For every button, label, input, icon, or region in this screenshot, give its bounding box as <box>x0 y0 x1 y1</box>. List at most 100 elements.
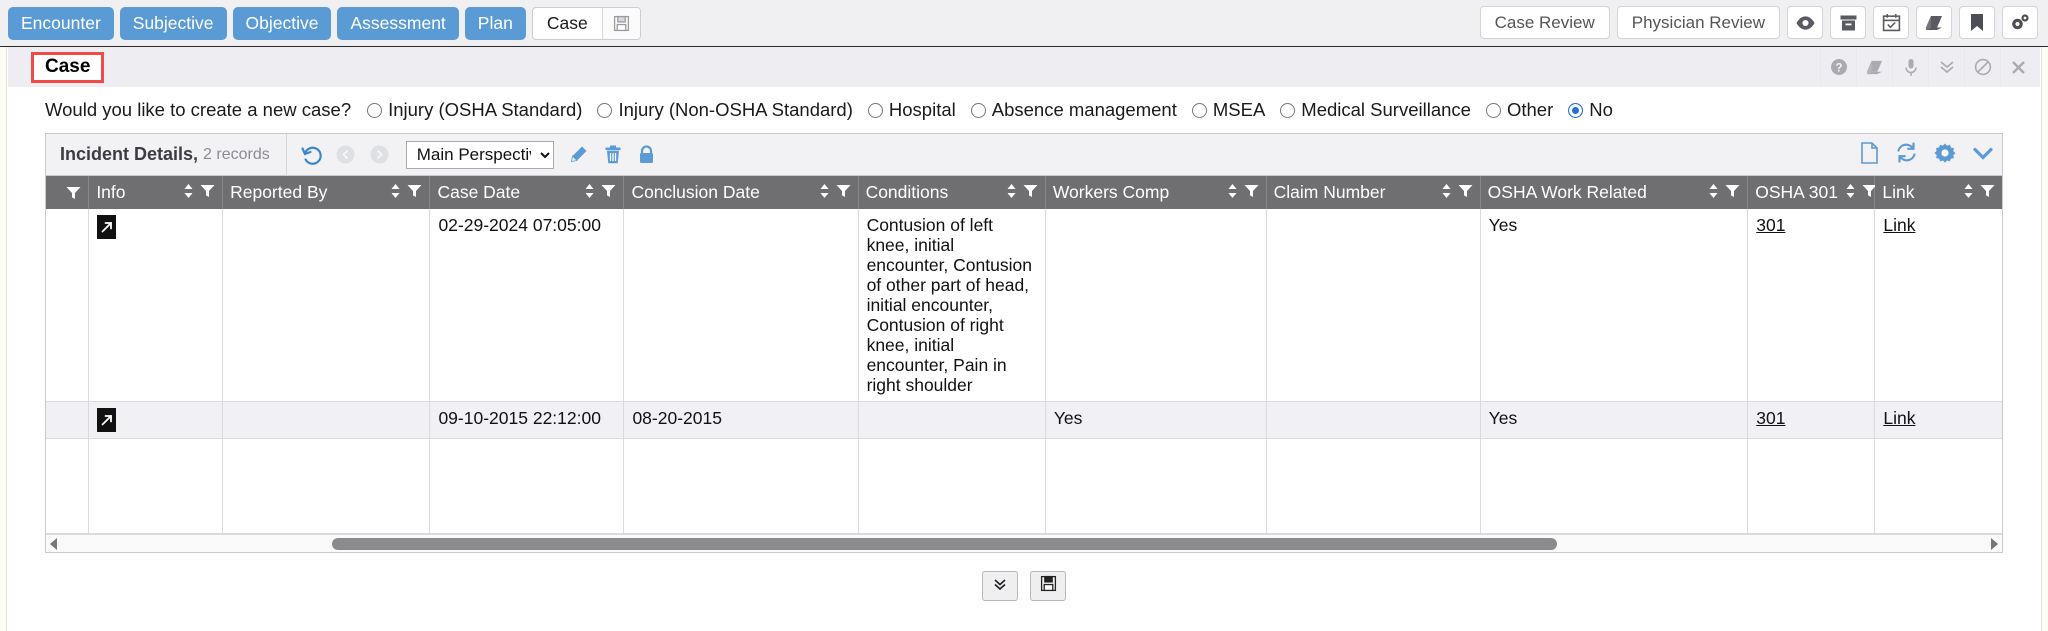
cell-osha-301[interactable]: 301 <box>1747 209 1876 402</box>
calendar-check-icon[interactable] <box>1873 6 1909 39</box>
filter-icon[interactable] <box>66 186 81 200</box>
sort-icon[interactable] <box>1442 182 1451 203</box>
microphone-icon[interactable] <box>1892 47 1928 87</box>
row-select-cell[interactable] <box>46 209 90 402</box>
book-icon[interactable] <box>1856 47 1892 87</box>
radio-button-absence-management[interactable] <box>970 102 986 118</box>
save-button[interactable] <box>1030 571 1066 601</box>
column-header-workers-comp[interactable]: Workers Comp <box>1045 176 1267 209</box>
book-icon[interactable] <box>1916 6 1952 39</box>
perspective-select[interactable]: Main Perspective <box>405 140 554 169</box>
case-link[interactable]: Link <box>1883 408 1916 428</box>
tab-objective[interactable]: Objective <box>232 6 332 40</box>
radio-no[interactable]: No <box>1568 99 1613 121</box>
radio-button-injury-osha-standard[interactable] <box>367 102 383 118</box>
radio-button-msea[interactable] <box>1191 102 1207 118</box>
column-header-link[interactable]: Link <box>1874 176 2002 209</box>
refresh-icon[interactable] <box>1895 142 1918 168</box>
radio-button-other[interactable] <box>1485 102 1501 118</box>
scrollbar-track[interactable] <box>62 535 1986 553</box>
cell-workers-comp[interactable]: Yes <box>1045 401 1267 439</box>
bookmark-icon[interactable] <box>1959 6 1995 39</box>
cell-workers-comp[interactable] <box>1045 209 1267 402</box>
radio-other[interactable]: Other <box>1485 99 1553 121</box>
cell-claim-number[interactable] <box>1266 401 1481 439</box>
radio-hospital[interactable]: Hospital <box>867 99 956 121</box>
filter-icon[interactable] <box>1023 182 1038 203</box>
cell-conclusion-date[interactable] <box>623 209 859 402</box>
cell-link[interactable]: Link <box>1874 209 2002 402</box>
column-header-case-date[interactable]: Case Date <box>429 176 625 209</box>
sort-icon[interactable] <box>1007 182 1016 203</box>
sort-icon[interactable] <box>1709 182 1718 203</box>
sort-icon[interactable] <box>184 182 193 203</box>
cell-reported-by[interactable] <box>222 401 431 439</box>
physician-review-button[interactable]: Physician Review <box>1616 6 1780 39</box>
sort-icon[interactable] <box>1964 182 1973 203</box>
filter-icon[interactable] <box>1980 182 1995 203</box>
cell-osha-301[interactable]: 301 <box>1747 401 1876 439</box>
tab-encounter[interactable]: Encounter <box>8 6 114 40</box>
delete-trash-icon[interactable] <box>596 134 630 176</box>
column-header-reported-by[interactable]: Reported By <box>222 176 431 209</box>
expand-icon[interactable] <box>97 408 117 432</box>
cell-conditions[interactable] <box>858 401 1046 439</box>
filter-icon[interactable] <box>1244 182 1259 203</box>
sort-icon[interactable] <box>820 182 829 203</box>
collapse-all-button[interactable] <box>982 571 1018 601</box>
column-header-info[interactable]: Info <box>88 176 224 209</box>
sort-icon[interactable] <box>1846 182 1855 203</box>
case-link[interactable]: Link <box>1883 215 1916 235</box>
chevron-down-icon[interactable] <box>1972 145 1994 166</box>
table-row[interactable]: 02-29-2024 07:05:00 Contusion of left kn… <box>46 209 2002 402</box>
column-header-conditions[interactable]: Conditions <box>858 176 1046 209</box>
horizontal-scrollbar[interactable] <box>46 534 2002 552</box>
scroll-right-arrow[interactable] <box>1986 537 2002 550</box>
filter-icon[interactable] <box>1862 182 1877 203</box>
scrollbar-thumb[interactable] <box>332 537 1557 550</box>
column-header-filter-all[interactable] <box>46 176 90 209</box>
column-header-claim-number[interactable]: Claim Number <box>1266 176 1481 209</box>
new-document-icon[interactable] <box>1860 141 1879 169</box>
filter-icon[interactable] <box>1458 182 1473 203</box>
tab-case[interactable]: Case <box>531 6 641 40</box>
filter-icon[interactable] <box>601 182 616 203</box>
expand-icon[interactable] <box>97 215 117 239</box>
close-icon[interactable] <box>2000 47 2036 87</box>
floppy-disk-icon[interactable] <box>601 7 640 39</box>
sort-icon[interactable] <box>1228 182 1237 203</box>
cell-case-date[interactable]: 09-10-2015 22:12:00 <box>429 401 625 439</box>
tab-assessment[interactable]: Assessment <box>337 6 459 40</box>
chevron-double-down-icon[interactable] <box>1928 47 1964 87</box>
filter-icon[interactable] <box>836 182 851 203</box>
sort-icon[interactable] <box>585 182 594 203</box>
radio-injury-non-osha-standard[interactable]: Injury (Non-OSHA Standard) <box>597 99 853 121</box>
filter-icon[interactable] <box>200 182 215 203</box>
radio-button-injury-non-osha-standard[interactable] <box>597 102 613 118</box>
gears-icon[interactable] <box>2002 6 2038 39</box>
radio-medical-surveillance[interactable]: Medical Surveillance <box>1280 99 1471 121</box>
settings-gear-icon[interactable] <box>1934 142 1956 169</box>
cell-info[interactable] <box>88 401 224 439</box>
tab-plan[interactable]: Plan <box>464 6 526 40</box>
radio-button-medical-surveillance[interactable] <box>1280 102 1296 118</box>
cell-conclusion-date[interactable]: 08-20-2015 <box>623 401 859 439</box>
cell-reported-by[interactable] <box>222 209 431 402</box>
sort-icon[interactable] <box>391 182 400 203</box>
radio-absence-management[interactable]: Absence management <box>970 99 1177 121</box>
help-icon[interactable]: ? <box>1820 47 1856 87</box>
tab-subjective[interactable]: Subjective <box>119 6 227 40</box>
table-row[interactable]: 09-10-2015 22:12:00 08-20-2015 Yes Yes 3… <box>46 401 2002 439</box>
radio-injury-osha-standard[interactable]: Injury (OSHA Standard) <box>367 99 582 121</box>
undo-icon[interactable] <box>295 134 329 176</box>
filter-icon[interactable] <box>1725 182 1740 203</box>
block-icon[interactable] <box>1964 47 2000 87</box>
row-select-cell[interactable] <box>46 401 90 439</box>
column-header-osha-work-related[interactable]: OSHA Work Related <box>1480 176 1749 209</box>
next-page-icon[interactable] <box>363 134 397 176</box>
radio-button-hospital[interactable] <box>867 102 883 118</box>
filter-icon[interactable] <box>407 182 422 203</box>
cell-conditions[interactable]: Contusion of left knee, initial encounte… <box>858 209 1046 402</box>
column-header-conclusion-date[interactable]: Conclusion Date <box>623 176 859 209</box>
previous-page-icon[interactable] <box>329 134 363 176</box>
